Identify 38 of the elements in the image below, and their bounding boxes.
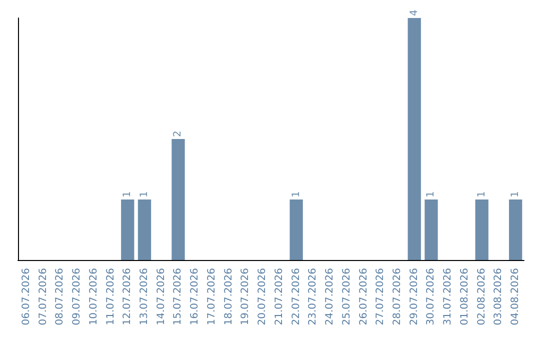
x-tick-label: 29.07.2026 bbox=[408, 268, 420, 326]
x-tick-label: 25.07.2026 bbox=[341, 268, 352, 326]
x-tick-label: 15.07.2026 bbox=[172, 268, 184, 326]
x-tick-label: 31.07.2026 bbox=[442, 268, 454, 326]
x-tick-label: 03.08.2026 bbox=[493, 268, 504, 326]
x-tick-label: 26.07.2026 bbox=[358, 268, 370, 326]
x-tick-label: 28.07.2026 bbox=[392, 268, 403, 326]
x-tick-label: 08.07.2026 bbox=[54, 268, 66, 326]
x-tick-label: 30.07.2026 bbox=[426, 268, 437, 326]
x-tick-label: 09.07.2026 bbox=[72, 268, 83, 326]
x-tick-label: 17.07.2026 bbox=[206, 268, 218, 326]
x-tick-label: 19.07.2026 bbox=[240, 268, 252, 326]
data-label: 1 bbox=[122, 191, 134, 198]
x-tick-label: 22.07.2026 bbox=[290, 268, 302, 326]
x-tick-label: 11.07.2026 bbox=[105, 268, 116, 326]
data-label: 2 bbox=[172, 130, 184, 137]
data-label: 1 bbox=[139, 191, 150, 198]
data-label: 4 bbox=[408, 10, 420, 16]
x-tick-label: 13.07.2026 bbox=[139, 268, 150, 326]
x-tick-label: 07.07.2026 bbox=[38, 268, 49, 326]
x-tick-label: 10.07.2026 bbox=[88, 268, 100, 326]
x-tick-label: 01.08.2026 bbox=[459, 268, 470, 326]
x-tick-label: 06.07.2026 bbox=[20, 268, 32, 326]
x-tick-label: 20.07.2026 bbox=[257, 268, 268, 326]
x-tick-label: 04.08.2026 bbox=[510, 268, 522, 326]
data-label: 1 bbox=[476, 191, 488, 198]
x-tick-label: 14.07.2026 bbox=[156, 268, 167, 326]
x-tick-label: 02.08.2026 bbox=[476, 268, 488, 326]
x-tick-label: 27.07.2026 bbox=[375, 268, 386, 326]
x-tick-label: 18.07.2026 bbox=[223, 268, 234, 326]
data-label: 1 bbox=[426, 191, 437, 198]
data-label: 1 bbox=[290, 191, 302, 198]
x-tick-label: 23.07.2026 bbox=[308, 268, 319, 326]
data-label: 1 bbox=[510, 191, 522, 198]
x-tick-label: 24.07.2026 bbox=[324, 268, 336, 326]
x-tick-label: 16.07.2026 bbox=[190, 268, 201, 326]
x-tick-label: 12.07.2026 bbox=[122, 268, 134, 326]
x-tick-label: 21.07.2026 bbox=[274, 268, 285, 326]
